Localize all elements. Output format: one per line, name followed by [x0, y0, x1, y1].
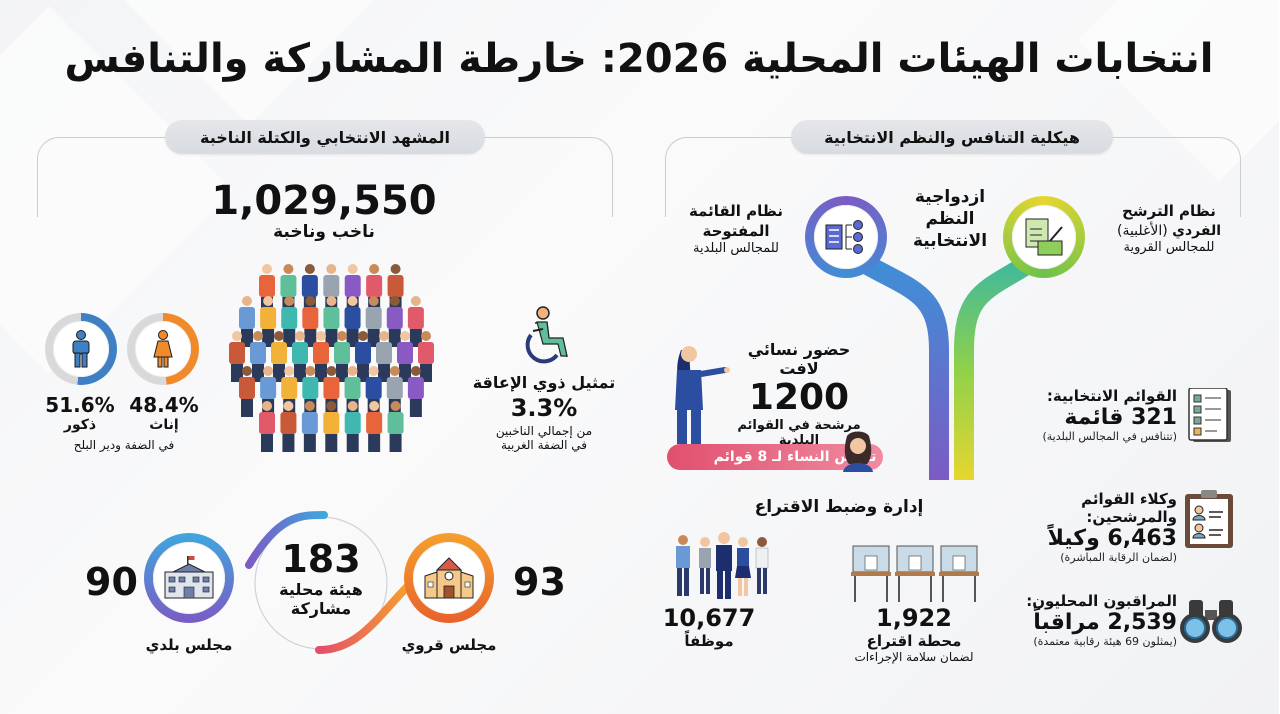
female-label: إناث — [150, 417, 180, 433]
staff-group-illustration — [670, 530, 780, 604]
polling-booths-illustration — [852, 540, 982, 608]
disability-percent: 3.3% — [511, 394, 579, 422]
male-label: ذكور — [64, 417, 98, 433]
observers-label: المراقبون المحليون: — [1027, 592, 1178, 610]
staff-block: 10,677 موظفاً — [660, 604, 760, 650]
gender-note: في الضفة ودير البلح — [74, 438, 176, 452]
dual-systems-line-2: النظم — [926, 209, 976, 230]
open-list-ring — [806, 196, 888, 278]
open-list-label: نظام القائمة المفتوحة للمجالس البلدية — [672, 202, 802, 258]
systems-pathways — [790, 180, 1090, 500]
dual-systems-label: ازدواجية النظم الانتخابية — [904, 186, 998, 252]
staff-label: موظفاً — [685, 632, 735, 650]
male-ring — [46, 313, 118, 385]
woman-presenter-illustration — [668, 340, 734, 448]
disability-label: تمثيل ذوي الإعاقة — [473, 373, 617, 392]
female-ring — [128, 313, 200, 385]
village-count: 93 — [514, 560, 567, 604]
disability-note-2: في الضفة الغربية — [501, 438, 589, 452]
voters-label: ناخب وناخبة — [274, 222, 376, 242]
stations-label: محطة اقتراع — [867, 632, 963, 650]
stations-count: 1,922 — [877, 604, 953, 632]
male-icon — [73, 330, 91, 368]
lists-value: 321 قائمة — [1065, 405, 1178, 430]
municipal-ring — [145, 533, 235, 623]
stations-block: 1,922 محطة اقتراع لضمان سلامة الإجراءات — [840, 604, 990, 664]
bodies-total: 183 — [282, 537, 362, 581]
bodies-total-label-2: مشاركة — [291, 598, 353, 618]
dual-systems-line-3: الانتخابية — [913, 231, 989, 252]
wheelchair-icon — [518, 305, 574, 371]
lists-label: القوائم الانتخابية: — [1047, 387, 1178, 405]
male-stat: 51.6% ذكور — [40, 393, 122, 433]
observers-value: 2,539 مراقباً — [1034, 610, 1178, 635]
municipal-label: مجلس بلدي — [146, 636, 234, 654]
right-section-header: هيكلية التنافس والنظم الانتخابية — [792, 120, 1114, 154]
staff-count: 10,677 — [663, 604, 757, 632]
women-block: حضور نسائي لافت 1200 مرشحة في القوائم ال… — [730, 340, 870, 448]
dual-systems-line-1: ازدواجية — [915, 187, 987, 207]
women-sub: مرشحة في القوائم البلدية — [738, 417, 862, 448]
municipal-count: 90 — [86, 560, 139, 604]
disability-note-1: من إجمالي الناخبين — [496, 424, 594, 438]
bodies-total-block: 183 هيئة محلية مشاركة — [252, 537, 392, 618]
individual-ring — [1004, 196, 1086, 278]
open-list-line-2: المفتوحة — [703, 221, 771, 240]
voters-block: 1,029,550 ناخب وناخبة — [200, 178, 450, 242]
agents-stat: وكلاء القوائم والمرشحين: 6,463 وكيلاً (ل… — [1006, 490, 1178, 564]
observers-note: (يمثلون 69 هيئة رقابية معتمدة) — [1034, 635, 1178, 648]
individual-line-1: نظام الترشح — [1123, 202, 1217, 220]
agents-note: (لضمان الرقابة المباشرة) — [1061, 551, 1178, 564]
individual-line-2-rest: (الأغلبية) — [1117, 222, 1169, 239]
woman-avatar-icon — [840, 430, 878, 476]
female-stat: 48.4% إناث — [124, 393, 206, 433]
page-title: انتخابات الهيئات المحلية 2026: خارطة الم… — [65, 36, 1215, 82]
bodies-wave — [140, 505, 520, 665]
agents-value: 6,463 وكيلاً — [1048, 526, 1178, 551]
binoculars-icon — [1180, 596, 1244, 650]
open-list-line-3: للمجالس البلدية — [693, 241, 780, 256]
observers-stat: المراقبون المحليون: 2,539 مراقباً (يمثلو… — [1006, 592, 1178, 648]
village-building-icon — [425, 557, 475, 599]
left-section-header: المشهد الانتخابي والكتلة الناخبة — [166, 120, 486, 154]
agents-label: وكلاء القوائم والمرشحين: — [1082, 490, 1178, 526]
list-tree-icon — [826, 220, 864, 254]
administration-heading: إدارة وضبط الاقتراع — [755, 497, 925, 517]
open-list-line-1: نظام القائمة — [689, 202, 785, 220]
female-percent: 48.4% — [130, 393, 200, 417]
lists-note: (تتنافس في المجالس البلدية) — [1043, 430, 1178, 443]
women-heading: حضور نسائي لافت — [748, 340, 852, 378]
individual-line-3: للمجالس القروية — [1124, 239, 1216, 255]
male-percent: 51.6% — [46, 393, 116, 417]
crowd-illustration — [218, 255, 448, 470]
individual-label: نظام الترشح الفردي (الأغلبية) للمجالس ال… — [1100, 202, 1240, 257]
clipboard-agents-icon — [1184, 488, 1236, 554]
female-icon — [154, 330, 174, 368]
women-count: 1200 — [749, 377, 851, 418]
disability-block: تمثيل ذوي الإعاقة 3.3% من إجمالي الناخبي… — [470, 373, 620, 452]
ballot-box-icon — [1026, 218, 1064, 256]
lists-stat: القوائم الانتخابية: 321 قائمة (تتنافس في… — [1018, 387, 1178, 443]
municipal-building-icon — [165, 556, 215, 599]
stations-note: لضمان سلامة الإجراءات — [855, 650, 975, 664]
bodies-total-label-1: هيئة محلية — [280, 579, 364, 599]
individual-line-2-bold: الفردي — [1173, 222, 1223, 239]
voters-total: 1,029,550 — [212, 178, 438, 224]
village-label: مجلس قروي — [402, 636, 498, 654]
village-ring — [405, 533, 495, 623]
checklist-icon — [1188, 387, 1234, 448]
